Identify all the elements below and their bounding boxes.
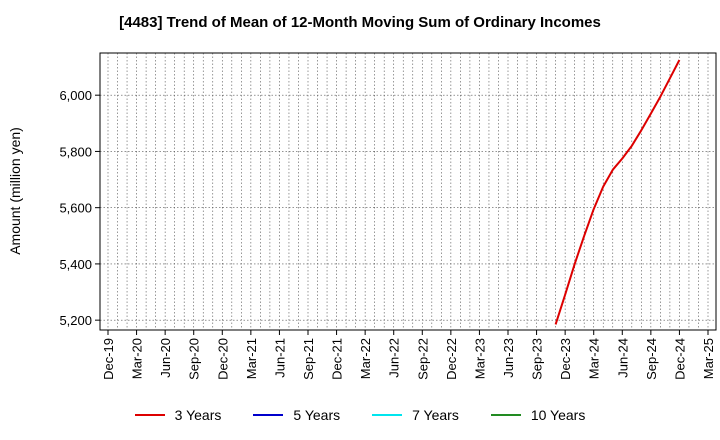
legend-item: 3 Years (134, 407, 222, 423)
x-tick-label: Jun-23 (501, 338, 516, 378)
x-tick-label: Mar-24 (587, 338, 602, 379)
x-tick-label: Mar-25 (701, 338, 716, 379)
y-axis-label: Amount (million yen) (7, 127, 23, 255)
x-tick-label: Sep-21 (301, 338, 316, 380)
x-tick-label: Jun-24 (615, 338, 630, 378)
legend-swatch (490, 414, 521, 416)
x-tick-label: Sep-23 (530, 338, 545, 380)
x-axis: Dec-19 Mar-20 Jun-20 Sep-20 Dec-20 Mar-21 Jun-… (101, 330, 716, 380)
plot-area (99, 52, 717, 331)
gridlines (100, 53, 716, 330)
y-tick-label: 5,200 (59, 313, 92, 328)
y-tick-label: 6,000 (59, 88, 92, 103)
series-lines (554, 59, 681, 325)
x-tick-label: Sep-20 (187, 338, 202, 380)
x-tick-label: Mar-20 (130, 338, 145, 379)
x-tick-label: Dec-21 (330, 338, 345, 380)
x-tick-label: Sep-24 (644, 338, 659, 380)
legend-item: 5 Years (253, 407, 340, 423)
legend-swatch (134, 414, 165, 416)
series-line-3-years (554, 59, 681, 325)
y-tick-label: 5,400 (59, 257, 92, 272)
x-tick-label: Mar-21 (244, 338, 259, 379)
y-axis: 5,200 5,400 5,600 5,800 6,000 (59, 88, 100, 328)
x-tick-label: Dec-22 (444, 338, 459, 380)
legend-swatch (372, 414, 403, 416)
x-tick-label: Mar-23 (472, 338, 487, 379)
legend-label: 3 Years (174, 407, 222, 423)
legend: 3 Years 5 Years 7 Years 10 Years (0, 404, 720, 426)
legend-label: 7 Years (412, 407, 459, 423)
x-tick-label: Mar-22 (358, 338, 373, 379)
x-tick-label: Dec-24 (672, 338, 687, 380)
y-tick-label: 5,800 (59, 144, 92, 159)
legend-item: 10 Years (490, 407, 586, 423)
x-tick-label: Dec-20 (215, 338, 230, 380)
legend-swatch (253, 414, 284, 416)
chart-title: [4483] Trend of Mean of 12-Month Moving … (119, 14, 601, 31)
y-tick-label: 5,600 (59, 201, 92, 216)
legend-item: 7 Years (372, 407, 459, 423)
legend-label: 5 Years (293, 407, 341, 423)
x-tick-label: Dec-19 (101, 338, 116, 380)
x-tick-label: Jun-21 (272, 338, 287, 378)
x-tick-label: Jun-20 (158, 338, 173, 378)
x-tick-label: Sep-22 (415, 338, 430, 380)
legend-label: 10 Years (530, 407, 586, 423)
x-tick-label: Jun-22 (387, 338, 402, 378)
x-tick-label: Dec-23 (558, 338, 573, 380)
